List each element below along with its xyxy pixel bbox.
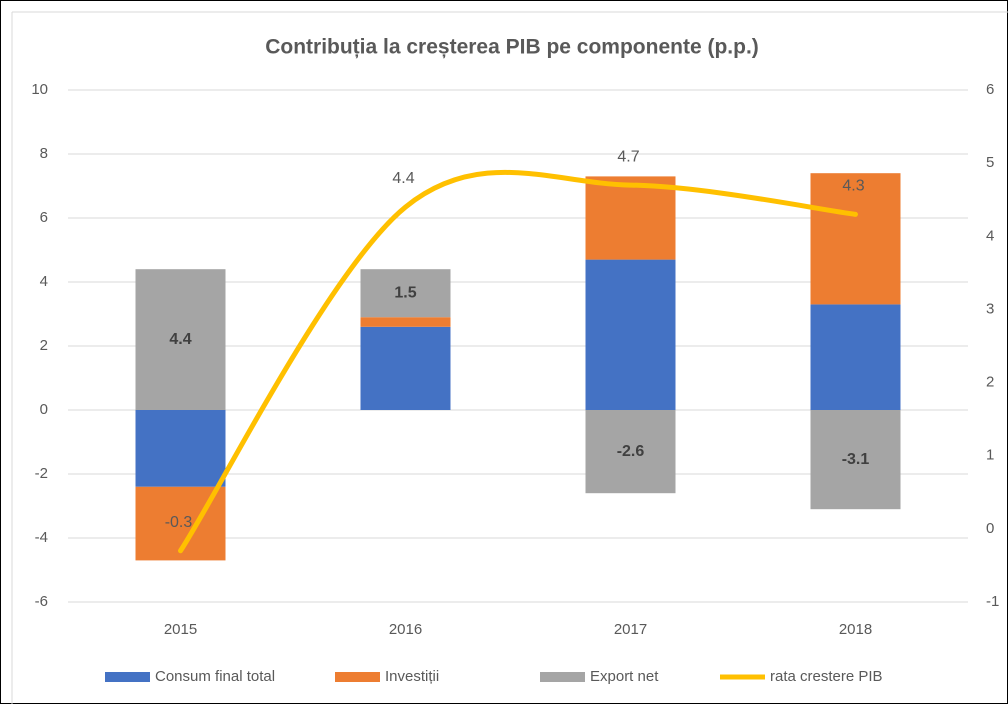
line-data-label: 4.3: [842, 178, 864, 195]
y-tick-label: 0: [40, 401, 48, 418]
y2-tick-label: -1: [986, 593, 999, 610]
legend-label: rata crestere PIB: [770, 668, 883, 685]
bar-segment: [360, 269, 451, 318]
x-tick-label: 2017: [614, 621, 647, 638]
legend-swatch: [105, 672, 150, 682]
y2-tick-label: 3: [986, 300, 994, 317]
bar-segment: [360, 317, 451, 327]
bar-data-label: 4.4: [169, 331, 191, 348]
y-tick-label: 8: [40, 145, 48, 162]
bar-segment: [135, 410, 226, 487]
bar-segment: [585, 176, 676, 260]
y2-tick-label: 5: [986, 154, 994, 171]
y2-tick-label: 4: [986, 227, 994, 244]
y2-tick-label: 1: [986, 447, 994, 464]
x-tick-label: 2015: [164, 621, 197, 638]
legend-label: Export net: [590, 668, 659, 685]
bar-segment: [585, 410, 676, 494]
y2-tick-label: 6: [986, 81, 994, 98]
line-data-label: 4.7: [617, 148, 639, 165]
y-tick-label: -4: [35, 529, 48, 546]
bar-segment: [810, 173, 901, 305]
line-data-label: 4.4: [392, 170, 414, 187]
bar-segment: [810, 304, 901, 410]
x-tick-label: 2016: [389, 621, 422, 638]
y-tick-label: 6: [40, 209, 48, 226]
bar-segment: [135, 269, 226, 410]
line-data-label: -0.3: [165, 514, 193, 531]
legend-swatch: [335, 672, 380, 682]
y2-tick-label: 0: [986, 520, 994, 537]
y-tick-label: -2: [35, 465, 48, 482]
y-tick-label: 2: [40, 337, 48, 354]
chart-title: Contribuția la creșterea PIB pe componen…: [265, 36, 759, 59]
line-series: [178, 169, 858, 554]
bar-data-label: -2.6: [617, 443, 645, 460]
legend-label: Consum final total: [155, 668, 275, 685]
y-tick-label: -6: [35, 593, 48, 610]
bar-data-label: -3.1: [842, 451, 870, 468]
y2-tick-label: 2: [986, 374, 994, 391]
y-tick-label: 10: [31, 81, 48, 98]
x-tick-label: 2018: [839, 621, 872, 638]
bar-segment: [810, 410, 901, 510]
bar-data-label: 1.5: [394, 284, 416, 301]
bar-segment: [360, 326, 451, 410]
bar-segment: [585, 259, 676, 410]
legend-label: Investiții: [385, 668, 439, 685]
legend-swatch: [540, 672, 585, 682]
y-tick-label: 4: [40, 273, 48, 290]
